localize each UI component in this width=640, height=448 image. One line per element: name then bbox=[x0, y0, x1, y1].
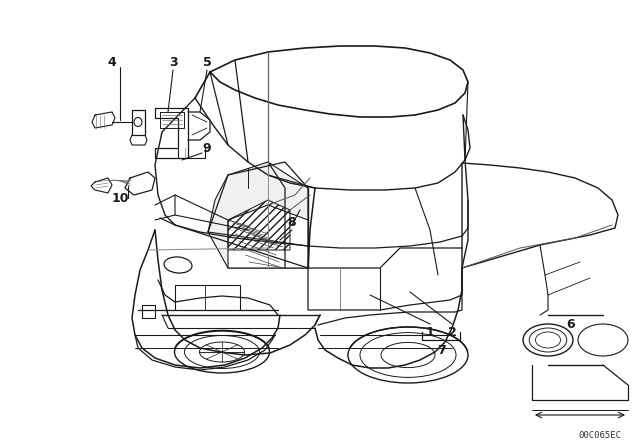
Text: 7: 7 bbox=[436, 344, 445, 357]
Text: 1: 1 bbox=[426, 326, 435, 339]
Polygon shape bbox=[228, 205, 308, 268]
Polygon shape bbox=[208, 162, 308, 268]
Text: 8: 8 bbox=[288, 215, 296, 228]
Text: 5: 5 bbox=[203, 56, 211, 69]
Text: 10: 10 bbox=[111, 191, 129, 204]
Text: 9: 9 bbox=[203, 142, 211, 155]
Text: 4: 4 bbox=[108, 56, 116, 69]
Text: 3: 3 bbox=[169, 56, 177, 69]
Text: 00C065EC: 00C065EC bbox=[579, 431, 621, 439]
Text: 6: 6 bbox=[566, 319, 575, 332]
Text: 2: 2 bbox=[447, 326, 456, 339]
